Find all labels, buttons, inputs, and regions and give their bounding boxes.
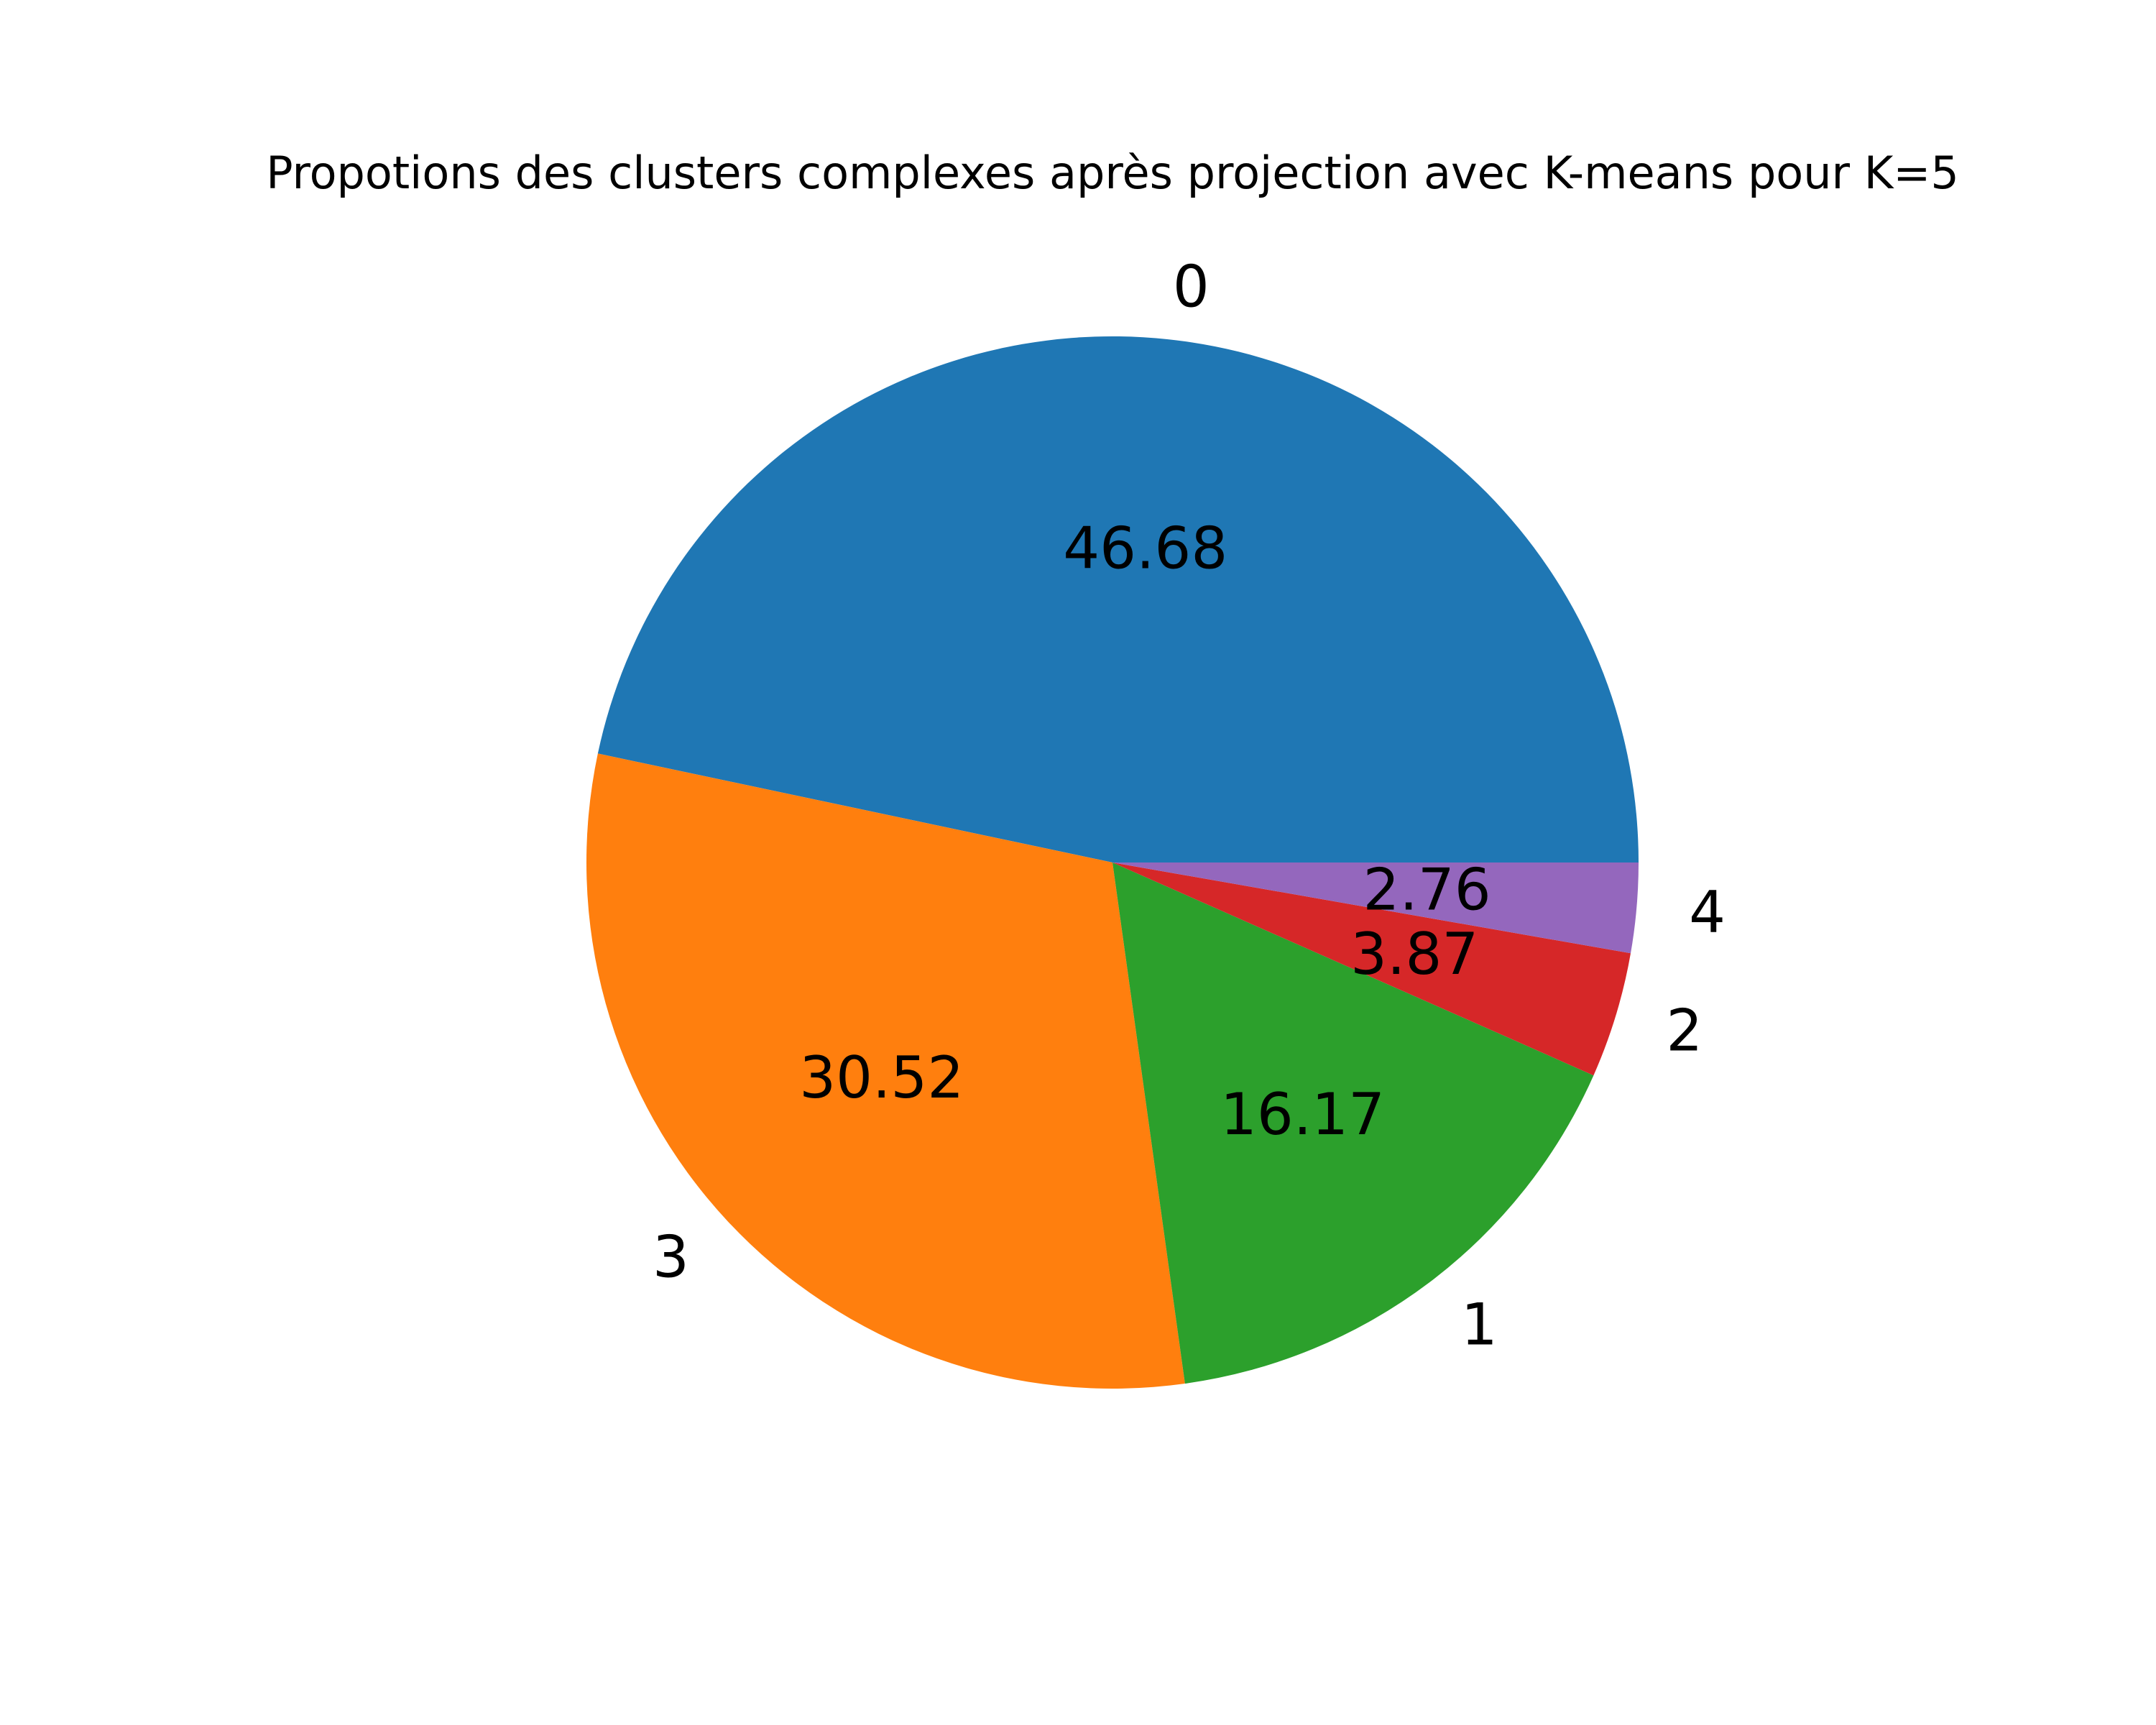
value-label-0: 46.68 xyxy=(1063,515,1227,582)
value-label-1: 16.17 xyxy=(1220,1081,1385,1148)
pie-slice-3 xyxy=(586,753,1185,1389)
value-labels: 46.68 30.52 16.17 3.872.76 xyxy=(799,515,1491,1148)
value-label-2: 3.87 xyxy=(1350,921,1478,988)
category-label-1: 1 xyxy=(1461,1291,1498,1358)
pie-slice-2 xyxy=(1112,862,1631,1076)
value-label-4: 2.76 xyxy=(1363,857,1491,924)
category-label-4: 4 xyxy=(1689,879,1726,946)
category-label-0: 0 xyxy=(1173,254,1210,321)
pie-slice-4 xyxy=(1112,862,1639,954)
value-label-3: 30.52 xyxy=(799,1044,964,1111)
chart-title: Propotions des clusters complexes après … xyxy=(266,147,1959,199)
category-label-2: 2 xyxy=(1666,998,1703,1064)
pie-slice-0 xyxy=(597,336,1639,862)
category-label-3: 3 xyxy=(653,1223,689,1290)
pie-slices xyxy=(586,336,1639,1389)
category-labels: 0 3 1 2 4 xyxy=(653,254,1726,1358)
pie-slice-1 xyxy=(1112,862,1594,1384)
